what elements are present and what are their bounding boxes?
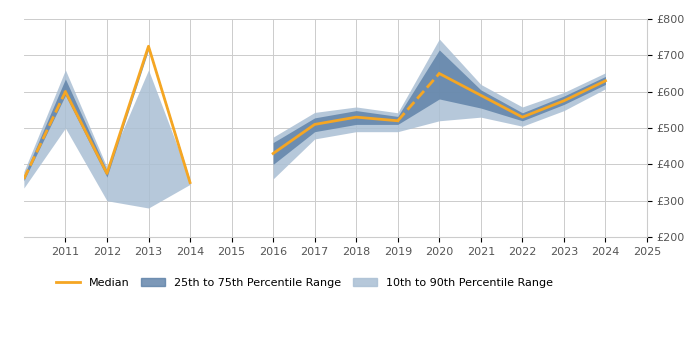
Legend: Median, 25th to 75th Percentile Range, 10th to 90th Percentile Range: Median, 25th to 75th Percentile Range, 1…	[51, 274, 557, 293]
